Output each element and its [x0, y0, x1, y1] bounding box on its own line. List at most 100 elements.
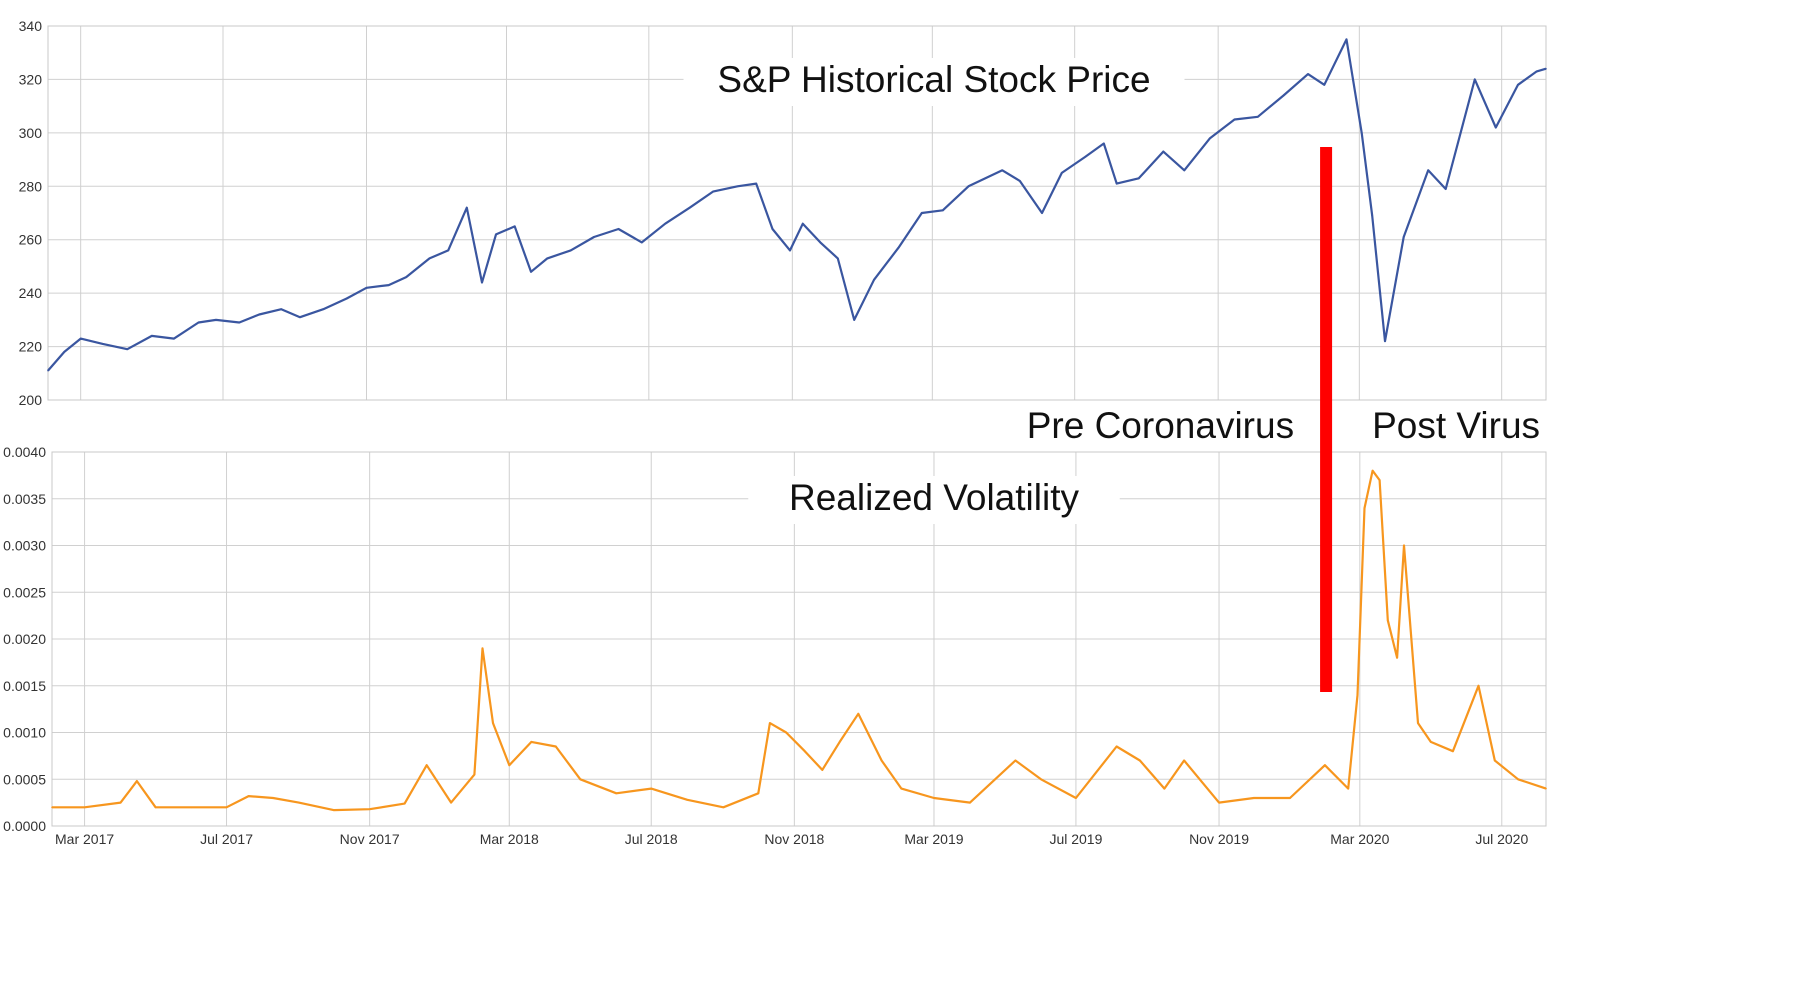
data-point [481, 647, 484, 650]
data-point [579, 778, 582, 781]
data-point [969, 801, 971, 804]
y-tick-label: 220 [19, 339, 43, 355]
data-point [857, 713, 860, 715]
data-point [345, 297, 348, 300]
data-point [897, 246, 900, 249]
x-tick-label: Jul 2020 [1475, 831, 1528, 847]
data-point [495, 233, 497, 236]
data-point [664, 222, 666, 225]
data-point [555, 745, 557, 748]
data-point [757, 792, 760, 795]
data-point [365, 287, 368, 289]
data-point [1183, 169, 1186, 172]
data-point [942, 209, 944, 212]
data-point [1183, 759, 1185, 762]
data-point [1075, 797, 1077, 799]
data-point [299, 316, 301, 318]
data-point [819, 241, 822, 244]
data-point [102, 343, 104, 345]
data-point [1403, 544, 1405, 547]
data-point [63, 351, 66, 353]
data-point [1363, 507, 1366, 509]
data-point [1494, 759, 1496, 762]
data-point [821, 769, 824, 771]
data-point [481, 281, 483, 284]
data-point [712, 190, 714, 193]
x-tick-label: Jul 2017 [200, 831, 253, 847]
data-point [215, 319, 217, 321]
data-point [280, 308, 283, 310]
data-point [1115, 182, 1118, 185]
title-background [748, 476, 1120, 524]
chart-panel-2: 0.0000 0.0005 0.0010 0.0015 0.0020 0.0025 0.00… [3, 444, 1547, 834]
data-point [771, 228, 774, 230]
plot-frame [51, 451, 1547, 827]
data-point [272, 797, 274, 799]
data-point [804, 750, 806, 752]
data-point [873, 278, 875, 281]
data-point [403, 802, 406, 805]
data-point [1427, 169, 1429, 172]
data-point [617, 228, 620, 230]
data-point [686, 799, 689, 801]
title-background [683, 58, 1185, 106]
data-point [615, 792, 618, 795]
data-point [1209, 137, 1211, 139]
y-tick-label: 200 [19, 392, 43, 408]
data-point [297, 801, 300, 804]
data-point [387, 284, 390, 286]
data-point [1014, 759, 1017, 762]
data-point [466, 206, 468, 209]
data-point [1444, 188, 1447, 190]
pre-coronavirus-label: Pre Coronavirus [1027, 405, 1294, 446]
data-point [921, 212, 923, 214]
data-point [1253, 797, 1255, 799]
data-point [1019, 180, 1021, 182]
data-point [190, 806, 193, 809]
data-point [1347, 787, 1349, 790]
data-point [1474, 78, 1476, 81]
data-point [258, 313, 260, 316]
y-tick-label: 0.0005 [3, 771, 46, 787]
x-tick-label: Nov 2019 [1189, 831, 1249, 847]
data-point [151, 335, 153, 337]
data-point [1535, 70, 1538, 73]
data-point [789, 249, 791, 252]
data-point [1371, 469, 1374, 472]
data-point [569, 249, 572, 252]
data-point [641, 241, 643, 244]
y-tick-label: 0.0015 [3, 678, 46, 694]
data-point [1061, 172, 1063, 174]
data-point [1378, 479, 1381, 481]
data-point [688, 206, 691, 209]
y-tick-label: 300 [19, 125, 43, 141]
data-point [51, 806, 53, 809]
data-point [1356, 694, 1359, 696]
data-point [837, 257, 839, 260]
data-point [722, 806, 725, 809]
divider-bar [1320, 147, 1333, 692]
data-point [1233, 118, 1236, 121]
data-point [1452, 750, 1454, 752]
data-point [1345, 38, 1348, 41]
data-point [736, 185, 739, 188]
data-point [247, 795, 250, 797]
data-point [1084, 156, 1086, 158]
x-tick-label: Mar 2017 [55, 831, 114, 847]
data-point [473, 773, 476, 776]
y-tick-label: 0.0030 [3, 538, 46, 554]
data-point [1545, 787, 1547, 790]
data-point [1402, 236, 1405, 238]
data-point [1139, 759, 1141, 762]
data-point [1307, 73, 1309, 75]
stock-price-title: S&P Historical Stock Price [717, 59, 1150, 100]
data-point [1289, 797, 1291, 799]
data-point [1386, 619, 1389, 622]
data-point [530, 741, 533, 743]
chart-panel-1: 200 220 240 260 280 300 320 340 S&P Historical S… [19, 18, 1547, 408]
y-tick-label: 340 [19, 18, 43, 34]
x-tick-label: Mar 2020 [1330, 831, 1389, 847]
data-point [1417, 722, 1419, 724]
data-point [785, 731, 788, 734]
